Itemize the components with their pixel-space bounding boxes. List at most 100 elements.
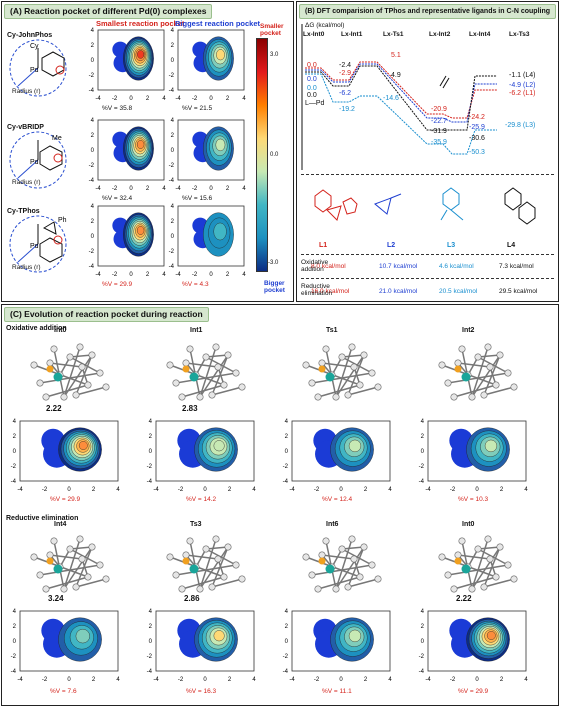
oa-barrier: 4.6 kcal/mol	[439, 263, 474, 270]
x-tick-label: -4	[289, 487, 295, 493]
energy-int2: -35.9	[431, 139, 447, 146]
pd-atom	[53, 564, 63, 574]
re-step-label: Ts3	[190, 521, 202, 528]
oa-step-label: Int2	[462, 327, 475, 334]
x-tick-label: 4	[252, 677, 256, 683]
pocket-c-re-0-plot: -4-4 -2 -2 0 0 2 2 4 4	[11, 609, 121, 683]
y-tick-label: 0	[149, 639, 153, 645]
vbur-big: %V = 15.6	[182, 195, 213, 202]
oa-barrier: 8.0 kcal/mol	[311, 263, 346, 270]
plot-frame	[155, 610, 255, 672]
x-tick-label: 0	[209, 96, 213, 102]
vbur-value: %V = 11.1	[322, 688, 352, 695]
p-atom	[318, 365, 326, 373]
atom	[238, 383, 246, 391]
atom	[344, 391, 352, 399]
x-tick-label: 0	[203, 487, 207, 493]
radius-label: Radius (r)	[12, 179, 41, 186]
x-tick-label: 0	[67, 677, 71, 683]
stage-label: Lx-Ts3	[509, 31, 530, 38]
contour-level	[78, 441, 88, 450]
atom	[302, 361, 310, 369]
oa-barrier: 10.7 kcal/mol	[379, 263, 418, 270]
vbur-value: %V = 10.3	[458, 496, 489, 503]
atom	[208, 391, 216, 399]
plot-frame	[427, 610, 527, 672]
y-tick-label: 4	[91, 28, 95, 34]
x-tick-label: 2	[146, 272, 150, 278]
pd-atom	[461, 372, 471, 382]
pocket-c-re-1-plot: -4-4 -2 -2 0 0 2 2 4 4	[147, 609, 257, 683]
panel-c-title: (C) Evolution of reaction pocket during …	[4, 307, 209, 322]
x-tick-label: -4	[425, 677, 431, 683]
atom	[238, 575, 246, 583]
contour-level	[213, 630, 225, 642]
contour-level	[484, 439, 498, 453]
oa-structure-1	[166, 343, 246, 401]
y-tick-label: -4	[11, 479, 17, 485]
pd0-label: L—Pd	[305, 100, 325, 107]
x-tick-label: -4	[425, 487, 431, 493]
plot-frame	[291, 420, 391, 482]
energy-ts3: -1.1 (L4)	[509, 72, 536, 79]
y-tick-label: -4	[11, 669, 17, 675]
y-tick-label: -2	[89, 73, 95, 79]
vbur-value: %V = 14.2	[186, 496, 217, 503]
x-tick-label: 2	[364, 677, 368, 683]
atom	[166, 553, 174, 561]
pocket-c-oa-0-plot: -4-4 -2 -2 0 0 2 2 4 4	[11, 419, 121, 493]
energy-int4: -30.6	[469, 135, 485, 142]
oa-structure-3	[438, 343, 518, 401]
energy-int4: -24.2	[469, 114, 485, 121]
oa-row-label: Oxidative addition	[301, 259, 329, 273]
atom	[314, 585, 322, 593]
atom	[212, 535, 220, 543]
re-structure-2	[302, 535, 382, 593]
x-tick-label: 2	[92, 677, 96, 683]
atom	[166, 361, 174, 369]
atom	[314, 393, 322, 401]
bond-distance: 2.22	[46, 404, 62, 413]
plot-frame	[177, 29, 245, 91]
atom	[474, 353, 482, 361]
y-tick-label: -4	[89, 88, 95, 94]
x-tick-label: -4	[17, 487, 23, 493]
contour-level	[348, 629, 362, 643]
atom	[232, 561, 240, 569]
y-axis-label: ΔG (kcal/mol)	[305, 22, 345, 29]
colorbar-top-label: Smaller pocket	[260, 23, 284, 37]
atom	[438, 553, 446, 561]
x-tick-label: 2	[146, 186, 150, 192]
y-tick-label: 0	[171, 234, 175, 240]
vbur-value: %V = 29.9	[50, 496, 81, 503]
bond-distance: 2.83	[182, 404, 198, 413]
molecule-johnphos-icon: Pd Cy	[9, 39, 67, 97]
x-tick-label: 2	[146, 96, 150, 102]
stage-label: Lx-Int4	[469, 31, 491, 38]
x-tick-label: -2	[112, 96, 118, 102]
atom	[356, 573, 364, 581]
atom	[182, 359, 190, 367]
atom	[88, 351, 96, 359]
atom	[30, 361, 38, 369]
atom	[50, 537, 58, 545]
re-structure-0	[30, 535, 110, 593]
re-structure-3	[438, 535, 518, 593]
pocket-c-re-3-plot: -4-4 -2 -2 0 0 2 2 4 4	[419, 609, 529, 683]
y-tick-label: -2	[283, 654, 289, 660]
energy-ts1: 4.9	[391, 72, 401, 79]
atom	[76, 535, 84, 543]
plot-frame	[97, 205, 165, 267]
vbur-value: %V = 7.6	[50, 688, 77, 695]
re-step-label: Int0	[462, 521, 475, 528]
atom	[186, 345, 194, 353]
x-tick-label: -2	[42, 487, 48, 493]
atom	[66, 353, 74, 361]
energy-ts3: -6.2 (L1)	[509, 90, 536, 97]
y-tick-label: 2	[285, 624, 289, 630]
y-tick-label: 0	[285, 639, 289, 645]
ligand-label: L2	[387, 242, 396, 249]
atom	[374, 383, 382, 391]
y-tick-label: 0	[13, 449, 17, 455]
x-tick-label: -4	[175, 186, 181, 192]
